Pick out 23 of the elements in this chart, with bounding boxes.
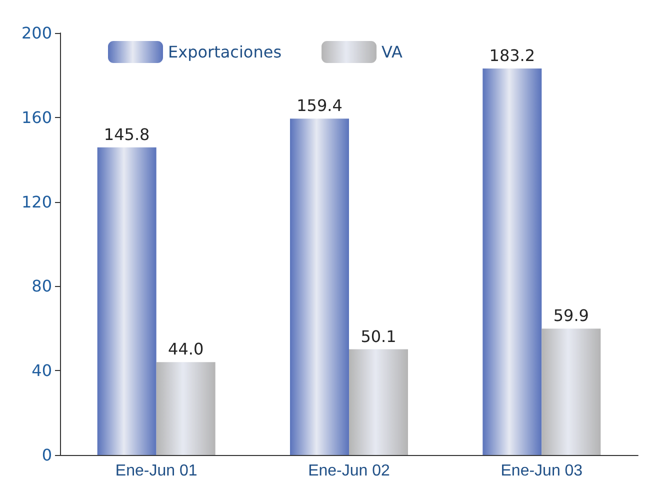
x-tick-label: Ene-Jun 03	[500, 462, 583, 480]
data-label: 44.0	[168, 340, 204, 359]
legend-label: VA	[382, 42, 402, 62]
x-tick-label: Ene-Jun 02	[308, 462, 390, 480]
data-label: 183.2	[489, 46, 536, 65]
y-tick-label: 0	[42, 446, 52, 464]
bar	[482, 68, 542, 455]
bar	[349, 349, 408, 455]
y-tick-label: 160	[21, 108, 52, 127]
y-tick-label: 80	[32, 276, 52, 296]
y-tick-label: 120	[21, 192, 52, 212]
y-tick-label: 40	[32, 361, 52, 380]
y-tick-label: 200	[21, 24, 52, 42]
legend-label: Exportaciones	[168, 42, 282, 62]
bar	[542, 328, 601, 455]
data-label: 50.1	[360, 326, 396, 346]
data-label: 159.4	[296, 96, 342, 116]
bar	[97, 147, 156, 455]
bar	[156, 362, 216, 455]
data-label: 145.8	[104, 124, 150, 144]
x-tick-label: Ene-Jun 01	[115, 462, 198, 480]
data-label: 59.9	[553, 306, 589, 326]
bar	[290, 118, 349, 455]
